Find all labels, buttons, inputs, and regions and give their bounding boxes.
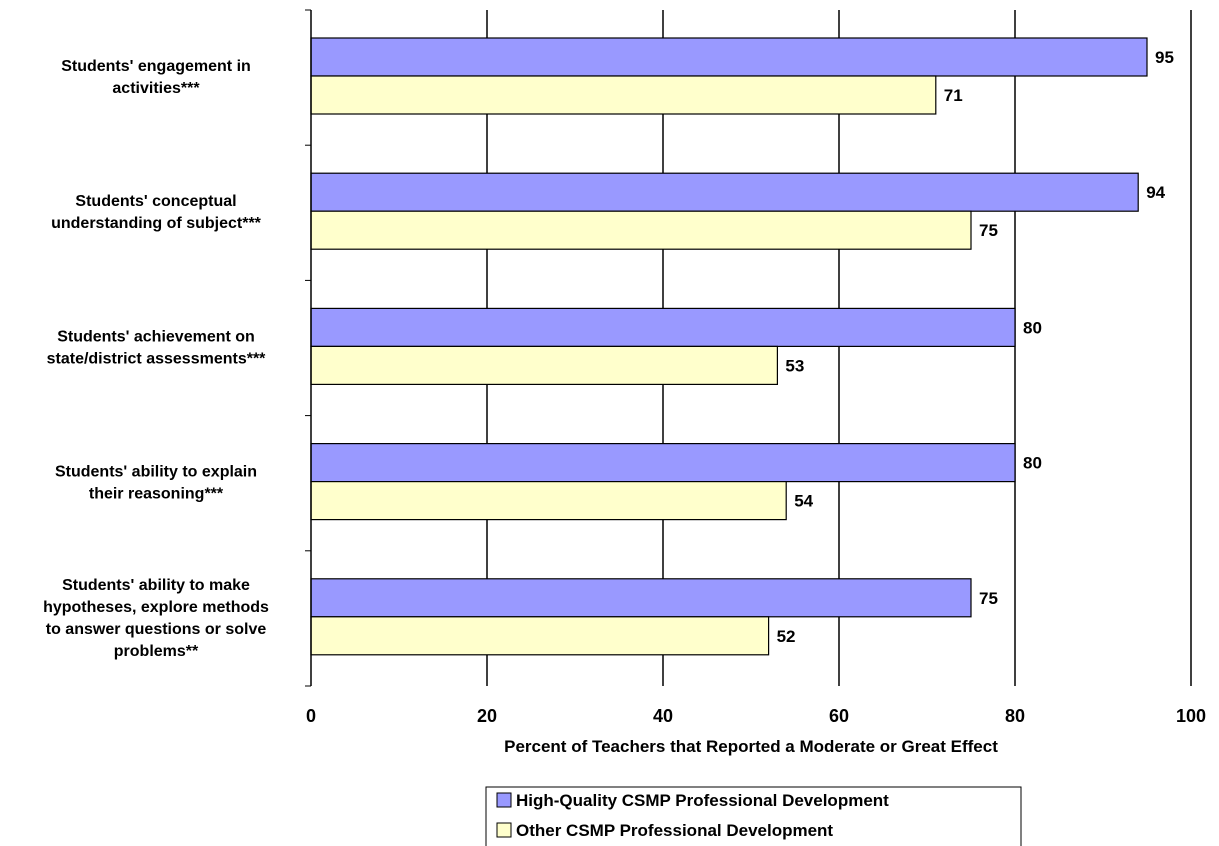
x-tick-label-5: 100 bbox=[1176, 706, 1206, 726]
category-label-0-line-1: activities*** bbox=[112, 80, 200, 97]
bar-series0-cat3 bbox=[310, 443, 1016, 483]
data-label-series0-cat3: 80 bbox=[1023, 454, 1042, 473]
category-label-4: Students' ability to make hypotheses, exp… bbox=[43, 577, 269, 660]
legend-box bbox=[485, 786, 1022, 846]
category-label-0: Students' engagement in activities*** bbox=[61, 58, 251, 97]
bar-series1-cat2 bbox=[310, 345, 778, 385]
category-label-0-line-0: Students' engagement in bbox=[61, 58, 251, 75]
data-label-series1-cat4: 52 bbox=[777, 627, 796, 646]
bar-series1-cat1 bbox=[310, 210, 972, 250]
category-label-2-line-1: state/district assessments*** bbox=[47, 350, 267, 367]
x-tick-label-1: 20 bbox=[477, 706, 497, 726]
bar-series1-cat3 bbox=[310, 481, 787, 521]
category-label-4-line-2: to answer questions or solve bbox=[46, 621, 267, 638]
category-labels: Students' engagement in activities***Stud… bbox=[43, 58, 269, 660]
data-label-series0-cat0: 95 bbox=[1155, 48, 1174, 67]
x-tick-label-0: 0 bbox=[306, 706, 316, 726]
category-label-3-line-1: their reasoning*** bbox=[89, 486, 224, 503]
category-label-4-line-0: Students' ability to make bbox=[62, 577, 250, 594]
data-label-series1-cat1: 75 bbox=[979, 221, 998, 240]
bar-series0-cat0 bbox=[310, 37, 1148, 77]
bar-series0-cat1 bbox=[310, 172, 1139, 212]
x-tick-labels: 0 20 40 60 80 100 bbox=[306, 706, 1206, 726]
data-label-series0-cat4: 75 bbox=[979, 589, 998, 608]
category-label-1-line-1: understanding of subject*** bbox=[51, 215, 262, 232]
bar-series1-cat4 bbox=[310, 616, 770, 656]
category-label-2: Students' achievement on state/district a… bbox=[47, 328, 267, 367]
bars: 95 94 80 80 75 71 75 53 54 52 bbox=[310, 37, 1174, 656]
x-axis-title: Percent of Teachers that Reported a Mode… bbox=[504, 737, 998, 756]
category-label-2-line-0: Students' achievement on bbox=[57, 328, 255, 345]
legend-label-0: High-Quality CSMP Professional Developme… bbox=[516, 791, 889, 810]
category-label-1: Students' conceptual understanding of sub… bbox=[51, 193, 262, 232]
data-label-series1-cat0: 71 bbox=[944, 86, 963, 105]
legend-swatch-0 bbox=[496, 792, 512, 808]
x-tick-label-3: 60 bbox=[829, 706, 849, 726]
legend-swatch-1 bbox=[496, 822, 512, 838]
category-label-4-line-1: hypotheses, explore methods bbox=[43, 599, 269, 616]
category-label-3-line-0: Students' ability to explain bbox=[55, 464, 257, 481]
data-label-series1-cat3: 54 bbox=[794, 492, 813, 511]
data-label-series0-cat1: 94 bbox=[1146, 183, 1165, 202]
x-tick-label-4: 80 bbox=[1005, 706, 1025, 726]
bar-series0-cat2 bbox=[310, 307, 1016, 347]
category-label-4-line-3: problems** bbox=[114, 643, 199, 660]
category-label-3: Students' ability to explain their reason… bbox=[55, 464, 257, 503]
bar-series0-cat4 bbox=[310, 578, 972, 618]
bar-series1-cat0 bbox=[310, 75, 937, 115]
x-tick-label-2: 40 bbox=[653, 706, 673, 726]
legend-label-1: Other CSMP Professional Development bbox=[516, 821, 833, 840]
legend: High-Quality CSMP Professional Developme… bbox=[485, 786, 1022, 846]
data-label-series0-cat2: 80 bbox=[1023, 318, 1042, 337]
data-label-series1-cat2: 53 bbox=[785, 356, 804, 375]
category-label-1-line-0: Students' conceptual bbox=[75, 193, 236, 210]
